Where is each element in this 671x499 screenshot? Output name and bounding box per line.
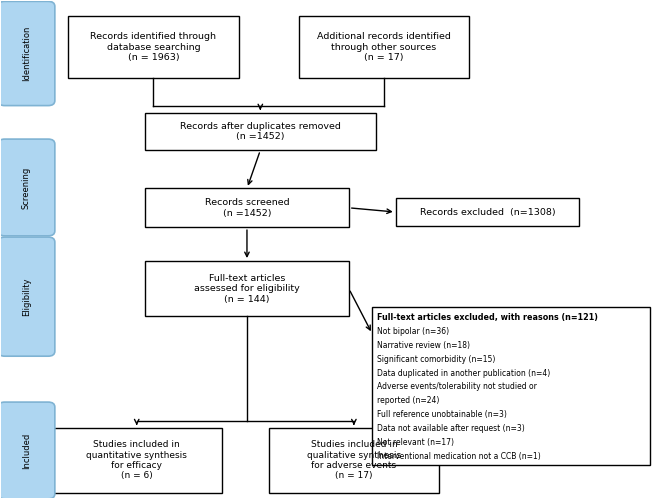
Text: Records excluded  (n=1308): Records excluded (n=1308) [419,208,556,217]
Text: Records identified through
database searching
(n = 1963): Records identified through database sear… [91,32,217,62]
Text: Data not available after request (n=3): Data not available after request (n=3) [377,424,525,433]
FancyBboxPatch shape [396,199,579,226]
Text: Significant comorbidity (n=15): Significant comorbidity (n=15) [377,355,495,364]
FancyBboxPatch shape [145,189,349,227]
Text: Full-text articles excluded, with reasons (n=121): Full-text articles excluded, with reason… [377,313,598,322]
Text: Studies included in
qualitative synthesis
for adverse events
(n = 17): Studies included in qualitative synthesi… [307,440,401,481]
FancyBboxPatch shape [0,139,55,236]
Text: Additional records identified
through other sources
(n = 17): Additional records identified through ot… [317,32,451,62]
Text: Not relevant (n=17): Not relevant (n=17) [377,438,454,447]
FancyBboxPatch shape [268,428,439,493]
FancyBboxPatch shape [299,16,469,78]
Text: Full reference unobtainable (n=3): Full reference unobtainable (n=3) [377,410,507,419]
Text: Studies included in
quantitative synthesis
for efficacy
(n = 6): Studies included in quantitative synthes… [87,440,187,481]
FancyBboxPatch shape [0,402,55,499]
FancyBboxPatch shape [372,306,650,466]
Text: Records screened
(n =1452): Records screened (n =1452) [205,198,289,218]
Text: Eligibility: Eligibility [22,277,31,316]
Text: Records after duplicates removed
(n =1452): Records after duplicates removed (n =145… [180,122,341,141]
Text: Not bipolar (n=36): Not bipolar (n=36) [377,327,449,336]
Text: Data duplicated in another publication (n=4): Data duplicated in another publication (… [377,369,550,378]
Text: Included: Included [22,432,31,469]
FancyBboxPatch shape [52,428,222,493]
Text: Identification: Identification [22,26,31,81]
Text: Adverse events/tolerability not studied or: Adverse events/tolerability not studied … [377,383,537,392]
Text: Screening: Screening [22,166,31,209]
FancyBboxPatch shape [145,261,349,316]
Text: Interventional medication not a CCB (n=1): Interventional medication not a CCB (n=1… [377,452,541,461]
Text: Narrative review (n=18): Narrative review (n=18) [377,341,470,350]
FancyBboxPatch shape [68,16,239,78]
FancyBboxPatch shape [145,113,376,150]
FancyBboxPatch shape [0,1,55,106]
FancyBboxPatch shape [0,237,55,356]
Text: Full-text articles
assessed for eligibility
(n = 144): Full-text articles assessed for eligibil… [194,274,300,303]
Text: reported (n=24): reported (n=24) [377,396,440,405]
